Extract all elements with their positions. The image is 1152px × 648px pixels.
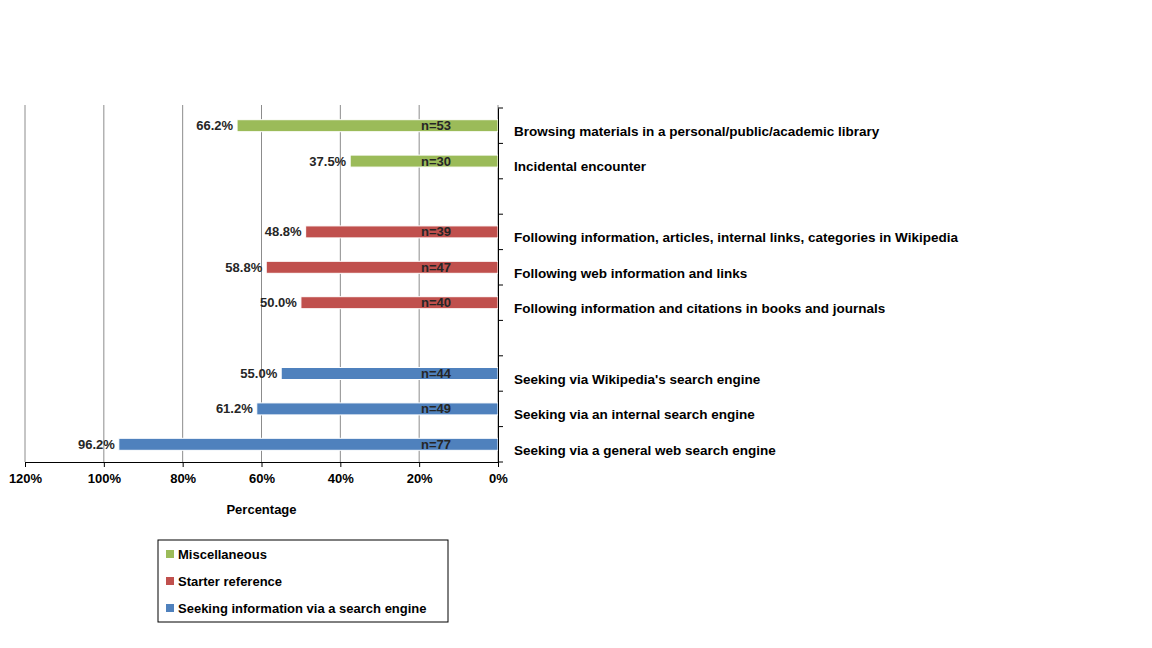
bar bbox=[306, 226, 498, 238]
category-label: Following web information and links bbox=[514, 266, 747, 281]
x-tick: 80% bbox=[170, 462, 196, 486]
legend-label: Seeking information via a search engine bbox=[178, 601, 427, 616]
bar bbox=[237, 120, 498, 132]
n-label: n=49 bbox=[421, 401, 451, 416]
bars bbox=[119, 120, 498, 451]
legend-frame bbox=[158, 540, 448, 622]
grid bbox=[25, 105, 498, 462]
x-tick-mark bbox=[25, 462, 26, 467]
x-tick-mark bbox=[419, 462, 420, 467]
band-divider bbox=[498, 462, 503, 463]
band-divider bbox=[498, 355, 503, 356]
legend: Miscellaneous Starter reference Seeking in… bbox=[158, 540, 448, 622]
band-divider bbox=[498, 143, 503, 144]
chart: 66.2% n=53 37.5% n=30 48.8% n=39 58.8% n=47 50.0… bbox=[0, 0, 1152, 648]
legend-label: Starter reference bbox=[178, 574, 282, 589]
n-label: n=44 bbox=[421, 366, 452, 381]
legend-swatch bbox=[166, 577, 174, 585]
category-tick: Seeking via an internal search engine bbox=[498, 407, 755, 422]
value-label: 66.2% bbox=[196, 118, 233, 133]
band-divider bbox=[498, 249, 503, 250]
x-tick: 0% bbox=[489, 462, 508, 486]
bar bbox=[281, 368, 498, 380]
category-label: Browsing materials in a personal/public/… bbox=[514, 124, 880, 139]
bar bbox=[266, 261, 498, 273]
grid-line bbox=[25, 105, 26, 462]
legend-label: Miscellaneous bbox=[178, 547, 267, 562]
grid-line bbox=[182, 105, 183, 462]
n-label: n=53 bbox=[421, 118, 451, 133]
x-tick-mark bbox=[340, 462, 341, 467]
value-label: 55.0% bbox=[240, 366, 277, 381]
legend-swatch bbox=[166, 550, 174, 558]
category-axis: Browsing materials in a personal/public/… bbox=[498, 109, 958, 463]
grid-line bbox=[103, 105, 104, 462]
category-tick: Following information and citations in b… bbox=[498, 301, 885, 316]
value-label: 48.8% bbox=[265, 224, 302, 239]
x-tick-mark bbox=[104, 462, 105, 467]
x-axis: 0% 20% 40% 60% 80% 100% 120% bbox=[9, 462, 508, 486]
x-tick: 40% bbox=[328, 462, 354, 486]
category-tick: Seeking via Wikipedia's search engine bbox=[498, 372, 761, 387]
value-label: 37.5% bbox=[309, 154, 346, 169]
category-tick: Seeking via a general web search engine bbox=[498, 443, 776, 458]
value-label: 50.0% bbox=[260, 295, 297, 310]
category-label: Seeking via a general web search engine bbox=[514, 443, 776, 458]
n-label: n=47 bbox=[421, 260, 451, 275]
legend-swatch bbox=[166, 604, 174, 612]
x-tick-label: 100% bbox=[88, 471, 122, 486]
category-tick: Browsing materials in a personal/public/… bbox=[498, 124, 880, 139]
category-label: Following information, articles, interna… bbox=[514, 230, 958, 245]
x-tick-label: 0% bbox=[489, 471, 508, 486]
x-tick: 60% bbox=[249, 462, 275, 486]
category-label: Seeking via Wikipedia's search engine bbox=[514, 372, 761, 387]
band-divider bbox=[498, 108, 503, 109]
band-dividers bbox=[498, 108, 503, 462]
x-tick-mark bbox=[262, 462, 263, 467]
category-tick: Incidental encounter bbox=[498, 159, 647, 174]
x-axis-title: Percentage bbox=[226, 502, 296, 517]
band-divider bbox=[498, 178, 503, 179]
x-tick-label: 80% bbox=[170, 471, 196, 486]
category-label: Seeking via an internal search engine bbox=[514, 407, 755, 422]
x-tick-label: 60% bbox=[249, 471, 275, 486]
n-label: n=40 bbox=[421, 295, 451, 310]
category-tick: Following information, articles, interna… bbox=[498, 230, 958, 245]
value-label: 61.2% bbox=[216, 401, 253, 416]
n-label: n=77 bbox=[421, 437, 451, 452]
x-tick-label: 40% bbox=[328, 471, 354, 486]
x-tick-mark bbox=[498, 462, 499, 467]
bar bbox=[257, 403, 498, 415]
x-tick-label: 120% bbox=[9, 471, 43, 486]
n-label: n=39 bbox=[421, 224, 451, 239]
band-divider bbox=[498, 285, 503, 286]
x-tick: 120% bbox=[9, 462, 43, 486]
value-label: 96.2% bbox=[78, 437, 115, 452]
x-tick-mark bbox=[183, 462, 184, 467]
category-label: Incidental encounter bbox=[514, 159, 647, 174]
category-tick: Following web information and links bbox=[498, 266, 747, 281]
x-tick: 100% bbox=[88, 462, 122, 486]
category-label: Following information and citations in b… bbox=[514, 301, 885, 316]
n-label: n=30 bbox=[421, 154, 451, 169]
band-divider bbox=[498, 320, 503, 321]
x-tick: 20% bbox=[407, 462, 433, 486]
x-tick-label: 20% bbox=[407, 471, 433, 486]
data-labels: 66.2% n=53 37.5% n=30 48.8% n=39 58.8% n=47 50.0… bbox=[78, 118, 452, 452]
band-divider bbox=[498, 214, 503, 215]
value-label: 58.8% bbox=[225, 260, 262, 275]
bar bbox=[301, 297, 498, 309]
band-divider bbox=[498, 426, 503, 427]
band-divider bbox=[498, 391, 503, 392]
